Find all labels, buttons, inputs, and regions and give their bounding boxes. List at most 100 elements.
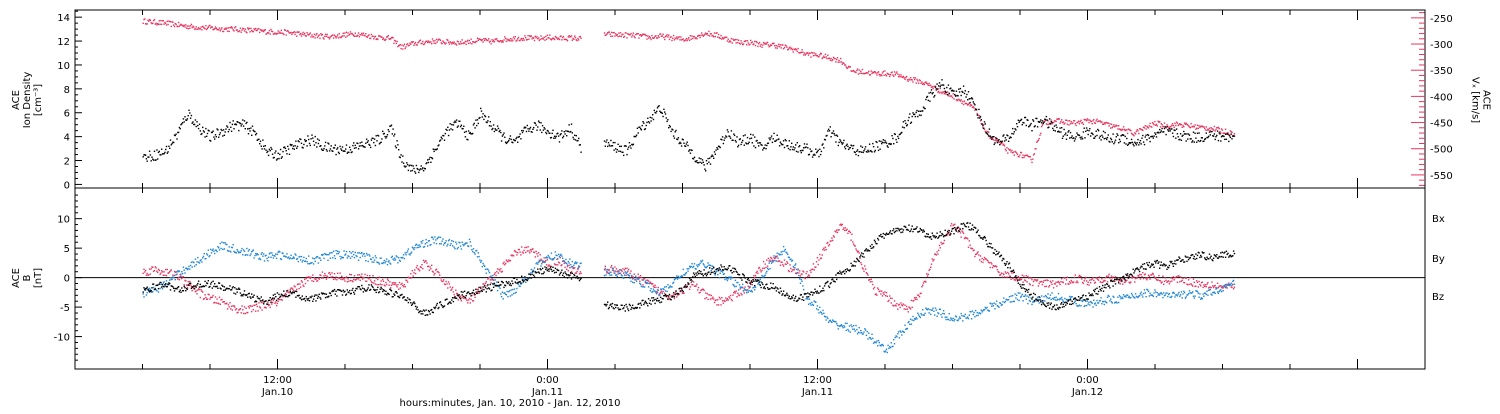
data-point [446, 283, 447, 284]
data-point [413, 165, 414, 166]
data-point [610, 140, 611, 141]
data-point [261, 309, 262, 310]
data-point [650, 290, 651, 291]
data-point [143, 296, 144, 297]
data-point [218, 303, 219, 304]
data-point [1187, 138, 1188, 139]
data-point [1185, 133, 1186, 134]
data-point [578, 39, 579, 40]
data-point [625, 146, 626, 147]
data-point [875, 150, 876, 151]
data-point [707, 33, 708, 34]
data-point [800, 275, 801, 276]
data-point [274, 157, 275, 158]
data-point [631, 276, 632, 277]
data-point [306, 35, 307, 36]
data-point [530, 249, 531, 250]
data-point [680, 143, 681, 144]
data-point [300, 139, 301, 140]
data-point [261, 146, 262, 147]
data-point [961, 99, 962, 100]
data-point [496, 281, 497, 282]
data-point [801, 52, 802, 53]
data-point [392, 133, 393, 134]
data-point [948, 84, 949, 85]
data-point [1217, 130, 1218, 131]
data-point [197, 28, 198, 29]
data-point [323, 148, 324, 149]
data-point [851, 145, 852, 146]
data-point [630, 33, 631, 34]
data-point [1160, 126, 1161, 127]
data-point [747, 289, 748, 290]
data-point [171, 26, 172, 27]
data-point [170, 139, 171, 140]
data-point [696, 160, 697, 161]
data-point [421, 43, 422, 44]
data-point [1187, 284, 1188, 285]
data-point [224, 248, 225, 249]
data-point [326, 149, 327, 150]
data-point [868, 151, 869, 152]
data-point [303, 144, 304, 145]
data-point [204, 253, 205, 254]
data-point [812, 52, 813, 53]
data-point [487, 40, 488, 41]
data-point [1141, 276, 1142, 277]
data-point [752, 142, 753, 143]
data-point [180, 274, 181, 275]
data-point [189, 112, 190, 113]
data-point [541, 132, 542, 133]
data-point [349, 147, 350, 148]
data-point [673, 282, 674, 283]
data-point [396, 286, 397, 287]
data-point [1056, 127, 1057, 128]
data-point [407, 43, 408, 44]
data-point [735, 280, 736, 281]
data-point [1211, 131, 1212, 132]
data-point [369, 275, 370, 276]
data-point [823, 147, 824, 148]
data-point [209, 255, 210, 256]
data-point [325, 275, 326, 276]
data-point [492, 275, 493, 276]
data-point [297, 146, 298, 147]
data-point [507, 39, 508, 40]
data-point [762, 268, 763, 269]
data-point [470, 241, 471, 242]
data-point [392, 37, 393, 38]
data-point [950, 88, 951, 89]
data-point [764, 268, 765, 269]
data-point [1135, 133, 1136, 134]
data-point [634, 279, 635, 280]
data-point [855, 154, 856, 155]
data-point [1055, 282, 1056, 283]
data-point [1154, 132, 1155, 133]
data-point [910, 308, 911, 309]
data-point [740, 40, 741, 41]
data-point [289, 154, 290, 155]
data-point [770, 137, 771, 138]
data-point [821, 258, 822, 259]
data-point [422, 167, 423, 168]
data-point [701, 163, 702, 164]
data-point [384, 285, 385, 286]
data-point [789, 257, 790, 258]
data-point [629, 275, 630, 276]
data-point [296, 289, 297, 290]
data-point [904, 120, 905, 121]
data-point [795, 144, 796, 145]
data-point [754, 136, 755, 137]
data-point [1172, 123, 1173, 124]
data-point [1053, 287, 1054, 288]
data-point [696, 264, 697, 265]
data-point [462, 39, 463, 40]
data-point [544, 40, 545, 41]
data-point [501, 296, 502, 297]
data-point [1048, 286, 1049, 287]
data-point [574, 35, 575, 36]
data-point [334, 147, 335, 148]
data-point [969, 245, 970, 246]
data-point [1111, 124, 1112, 125]
data-point [1153, 124, 1154, 125]
